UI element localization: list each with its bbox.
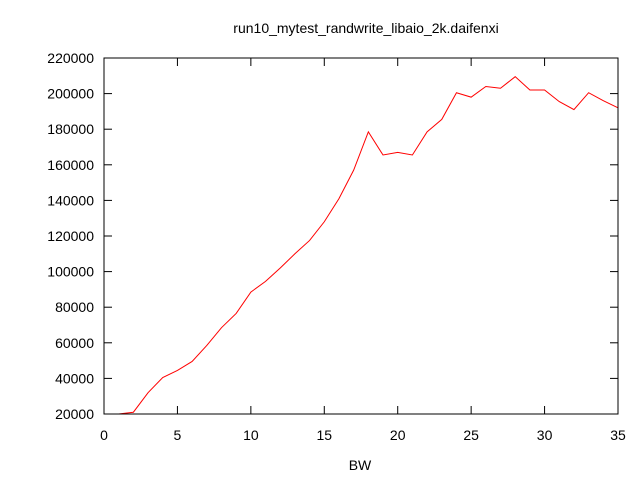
tick-labels: 0 5 10 15 20 25 30 35 20000 40000 60000 80000 100000… — [47, 50, 626, 443]
y-tick-label: 40000 — [55, 370, 94, 386]
y-tick-label: 20000 — [55, 406, 94, 422]
y-tick-label: 140000 — [47, 192, 94, 208]
axis-ticks — [103, 57, 619, 415]
y-tick-label: 160000 — [47, 157, 94, 173]
chart-title: run10_mytest_randwrite_libaio_2k.daifenx… — [233, 20, 498, 36]
x-tick-label: 35 — [610, 427, 626, 443]
y-tick-label: 220000 — [47, 50, 94, 66]
plot-frame — [103, 57, 619, 415]
x-tick-label: 30 — [537, 427, 553, 443]
y-tick-label: 180000 — [47, 121, 94, 137]
y-tick-label: 120000 — [47, 228, 94, 244]
x-tick-label: 10 — [243, 427, 259, 443]
y-tick-label: 80000 — [55, 299, 94, 315]
y-tick-label: 60000 — [55, 335, 94, 351]
series-layer — [118, 76, 619, 415]
y-tick-label: 100000 — [47, 264, 94, 280]
x-tick-label: 0 — [100, 427, 108, 443]
x-tick-label: 20 — [390, 427, 406, 443]
series-line-0 — [118, 76, 619, 415]
x-tick-label: 5 — [174, 427, 182, 443]
x-axis-label: BW — [349, 457, 372, 473]
x-tick-label: 25 — [463, 427, 479, 443]
y-tick-label: 200000 — [47, 86, 94, 102]
x-tick-label: 15 — [316, 427, 332, 443]
